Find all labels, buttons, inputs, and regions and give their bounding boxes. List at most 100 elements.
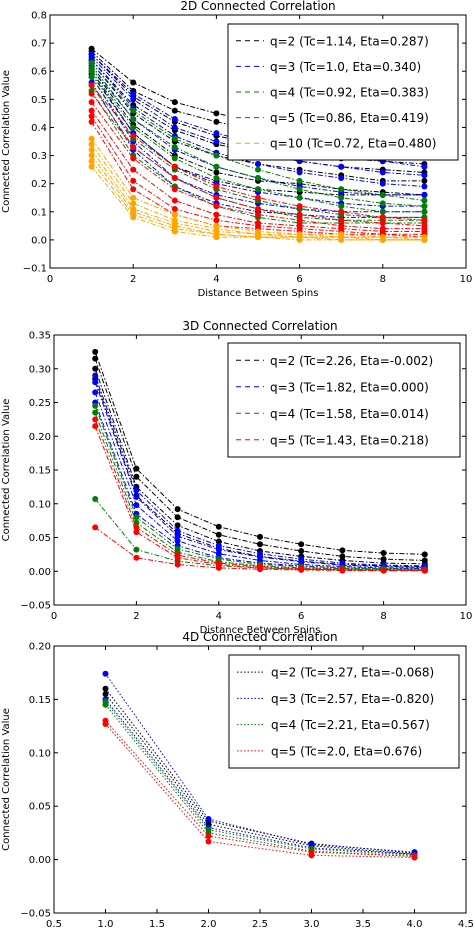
data-point — [421, 208, 428, 215]
data-point — [102, 701, 109, 708]
data-point — [213, 203, 220, 210]
data-point — [174, 533, 181, 540]
data-point — [88, 59, 95, 66]
x-tick-label: 6 — [296, 274, 302, 285]
data-point — [130, 124, 137, 131]
data-point — [421, 191, 428, 198]
data-point — [102, 720, 109, 727]
series-line — [105, 693, 415, 855]
data-point — [130, 116, 137, 123]
data-point — [102, 691, 109, 698]
plot-frame — [53, 334, 467, 606]
data-point — [130, 107, 137, 114]
data-point — [421, 183, 428, 190]
data-point — [296, 169, 303, 176]
data-point — [255, 160, 261, 167]
x-tick-label: 4 — [216, 611, 222, 622]
data-point — [338, 186, 345, 193]
chart-panel-1: 2D Connected Correlation Distance Between… — [1, 0, 472, 299]
data-point — [205, 833, 212, 840]
data-point — [213, 211, 220, 218]
data-point — [213, 130, 220, 137]
series-line — [91, 155, 425, 241]
series-line — [105, 720, 415, 857]
data-point — [421, 197, 428, 204]
series-line — [91, 70, 425, 207]
data-point — [171, 228, 178, 235]
data-point — [421, 203, 428, 210]
data-point — [88, 152, 95, 159]
data-point — [130, 155, 137, 162]
data-point — [379, 220, 386, 227]
legend-box — [228, 654, 460, 769]
y-tick-label: 0.35 — [29, 331, 51, 342]
chart-title: 4D Connected Correlation — [182, 630, 337, 644]
data-point — [380, 567, 387, 574]
data-point — [255, 194, 261, 201]
data-point — [92, 423, 99, 430]
data-point — [296, 194, 303, 201]
data-point — [213, 110, 220, 117]
data-point — [171, 124, 178, 131]
data-point — [171, 197, 178, 204]
data-point — [339, 567, 346, 574]
series-line — [91, 101, 425, 230]
data-point — [421, 217, 428, 224]
data-point — [296, 236, 303, 243]
data-point — [296, 211, 303, 218]
data-point — [296, 217, 303, 224]
data-point — [213, 118, 220, 125]
legend-box — [227, 342, 461, 458]
data-point — [298, 566, 305, 573]
data-point — [133, 494, 140, 500]
y-tick-label: 0.1 — [31, 207, 47, 218]
data-point — [174, 514, 181, 521]
data-point — [174, 554, 181, 561]
data-point — [421, 236, 428, 243]
legend-label: q=10 (Tc=0.72, Eta=0.480) — [270, 137, 436, 151]
y-axis-label: Connected Correlation Value — [1, 708, 12, 851]
data-point — [92, 402, 99, 409]
y-tick-label: 0.25 — [29, 398, 51, 409]
data-point — [130, 194, 137, 201]
y-tick-label: −0.05 — [20, 909, 51, 920]
data-point — [171, 211, 178, 218]
y-tick-label: 0.2 — [31, 179, 47, 190]
y-tick-label: 0.20 — [29, 642, 51, 653]
data-point — [215, 523, 222, 530]
x-tick-label: 4 — [213, 274, 219, 285]
data-point — [339, 547, 346, 554]
data-point — [133, 473, 140, 480]
data-point — [205, 838, 212, 845]
chart-panel-2: 3D Connected Correlation Distance Between… — [1, 319, 472, 636]
data-point — [130, 177, 137, 184]
data-point — [133, 529, 140, 536]
data-point — [130, 144, 137, 151]
data-point — [213, 163, 220, 170]
legend-label: q=4 (Tc=0.92, Eta=0.383) — [270, 86, 429, 100]
x-tick-label: 2 — [133, 611, 139, 622]
y-tick-label: 0.7 — [31, 39, 47, 50]
data-point — [102, 685, 109, 692]
y-tick-label: 0.6 — [31, 67, 47, 78]
legend-label: q=2 (Tc=2.26, Eta=-0.002) — [270, 354, 433, 368]
x-tick-label: 6 — [298, 611, 304, 622]
x-tick-label: 2 — [130, 274, 136, 285]
x-tick-label: 3.0 — [304, 919, 320, 929]
data-point — [171, 175, 178, 182]
legend-label: q=4 (Tc=1.58, Eta=0.014) — [270, 407, 429, 421]
legend: q=2 (Tc=2.26, Eta=-0.002) q=3 (Tc=1.82, E… — [227, 342, 461, 458]
x-tick-label: 0 — [47, 274, 53, 285]
data-point — [133, 502, 140, 509]
data-point — [88, 113, 95, 120]
data-point — [92, 389, 99, 396]
data-point — [88, 163, 95, 170]
data-point — [88, 68, 95, 75]
x-tick-label: 8 — [380, 611, 386, 622]
data-point — [171, 135, 178, 142]
legend-label: q=4 (Tc=2.21, Eta=0.567) — [271, 718, 430, 732]
series-line — [105, 723, 415, 858]
data-point — [213, 217, 220, 224]
x-tick-label: 4.5 — [458, 919, 474, 929]
data-point — [380, 550, 387, 557]
